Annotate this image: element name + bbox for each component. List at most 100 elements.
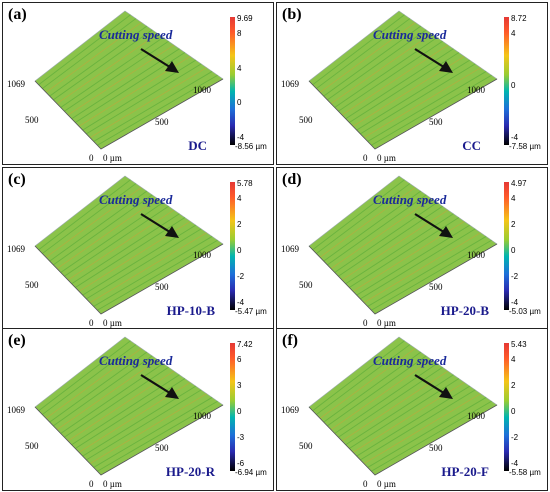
- colorbar-tick: -3: [237, 433, 245, 442]
- axis-tick-right-500: 500: [155, 117, 169, 127]
- colorbar-max: 5.43: [511, 340, 527, 349]
- surface-stripe: [338, 366, 443, 438]
- surface-stripe: [49, 351, 148, 423]
- colorbar: [504, 182, 509, 310]
- sample-name: CC: [462, 138, 481, 153]
- sample-name: HP-20-R: [165, 464, 215, 479]
- axis-lines: [34, 243, 224, 315]
- colorbar: [504, 17, 509, 145]
- surface-stripe: [319, 187, 416, 258]
- axis-tick-left-500: 500: [299, 115, 313, 125]
- colorbar-max: 9.69: [237, 14, 253, 23]
- cutting-direction-arrow: [414, 48, 448, 70]
- axis-tick-origin-right: 0 µm: [103, 479, 122, 489]
- colorbar-tick: 4: [237, 63, 242, 73]
- surface-stripe: [330, 198, 432, 269]
- surface-stripe: [93, 71, 213, 142]
- surface-plot: [308, 10, 498, 150]
- surface-stripe: [71, 213, 180, 285]
- colorbar-tick: -2: [511, 433, 519, 442]
- axis-tick-1069: 1069: [7, 79, 25, 89]
- surface-stripe: [42, 18, 137, 89]
- surface-stripe: [345, 374, 454, 446]
- axis-tick-left-500: 500: [25, 115, 39, 125]
- panel-label: (e): [8, 332, 26, 349]
- axis-tick-1000: 1000: [193, 250, 211, 260]
- surface-stripe: [363, 67, 481, 138]
- axis-lines: [34, 78, 224, 150]
- axis-tick-origin-left: 0: [363, 479, 368, 489]
- surface-stripe: [327, 29, 427, 101]
- panel-f: (f) Cutting speed HP-20-F 5.43 -5.58 µm 4 2 0 -2…: [276, 328, 548, 491]
- axis-lines: [34, 404, 224, 476]
- axis-lines: [308, 404, 498, 476]
- axis-tick-origin-right: 0 µm: [103, 318, 122, 328]
- cutting-speed-label: Cutting speed: [373, 192, 447, 207]
- surface-stripe: [71, 48, 180, 120]
- surface-stripe: [345, 213, 454, 285]
- surface-stripe: [42, 344, 137, 415]
- surface-stripe: [60, 363, 164, 434]
- cutting-speed-label: Cutting speed: [373, 353, 447, 368]
- colorbar-tick: 2: [511, 381, 516, 390]
- sample-name: HP-20-F: [441, 464, 489, 479]
- surface-plot: [34, 175, 224, 315]
- axis-tick-1000: 1000: [193, 85, 211, 95]
- axis-tick-right-500: 500: [429, 443, 443, 453]
- surface-plot: [34, 10, 224, 150]
- surface-stripe: [45, 187, 142, 258]
- surface-stripe: [319, 348, 416, 419]
- surface-stripe: [45, 22, 142, 93]
- surface-stripe: [38, 14, 131, 86]
- surface-stripe: [64, 366, 169, 438]
- colorbar-tick: 4: [511, 194, 516, 203]
- surface-stripe: [45, 348, 142, 419]
- surface-stripe: [363, 232, 481, 303]
- axis-tick-origin-right: 0 µm: [103, 153, 122, 163]
- axis-tick-origin-right: 0 µm: [377, 479, 396, 489]
- colorbar-min: -7.58 µm: [509, 142, 541, 151]
- colorbar-min: -8.56 µm: [235, 142, 267, 151]
- surface-stripe: [367, 71, 487, 142]
- surface-stripe: [67, 370, 175, 442]
- surface-stripe: [86, 389, 202, 461]
- surface-stripe: [319, 22, 416, 93]
- surface-stripe: [89, 393, 207, 464]
- panel-d: (d) Cutting speed HP-20-B 4.97 -5.03 µm 4 2 0 -2…: [276, 167, 548, 330]
- axis-tick-left-500: 500: [25, 280, 39, 290]
- colorbar-tick: 8: [237, 29, 242, 38]
- surface-stripe: [93, 397, 213, 468]
- surface-stripe: [86, 228, 202, 300]
- cutting-speed-label: Cutting speed: [99, 27, 173, 42]
- surface-stripe: [89, 232, 207, 303]
- surface-stripe: [56, 33, 158, 104]
- surface-stripe: [323, 351, 422, 423]
- surface-stripe: [38, 179, 131, 251]
- cutting-direction-arrow: [140, 374, 174, 396]
- axis-tick-origin-left: 0: [89, 318, 94, 328]
- arrow-head: [165, 61, 179, 73]
- surface-stripe: [60, 37, 164, 108]
- surface-stripe: [71, 374, 180, 446]
- surface-stripe: [312, 340, 405, 412]
- colorbar-tick: -2: [237, 272, 245, 281]
- surface-stripe: [334, 37, 438, 108]
- colorbar: [504, 343, 509, 471]
- surface-stripe: [330, 33, 432, 104]
- surface-stripe: [49, 25, 148, 97]
- sample-name: HP-10-B: [166, 303, 215, 318]
- surface-stripe: [345, 48, 454, 120]
- cutting-direction-arrow: [140, 213, 174, 235]
- surface-stripe: [67, 209, 175, 281]
- colorbar-tick: 3: [237, 381, 242, 390]
- colorbar-tick: -4: [511, 298, 519, 307]
- colorbar-min: -5.58 µm: [509, 468, 541, 477]
- arrow-head: [439, 226, 453, 238]
- colorbar-min: -6.94 µm: [235, 468, 267, 477]
- surface-stripe: [53, 355, 153, 427]
- surface-stripe: [367, 236, 487, 307]
- surface-stripe: [363, 393, 481, 464]
- surface-stripe: [327, 194, 427, 266]
- axis-tick-1069: 1069: [281, 244, 299, 254]
